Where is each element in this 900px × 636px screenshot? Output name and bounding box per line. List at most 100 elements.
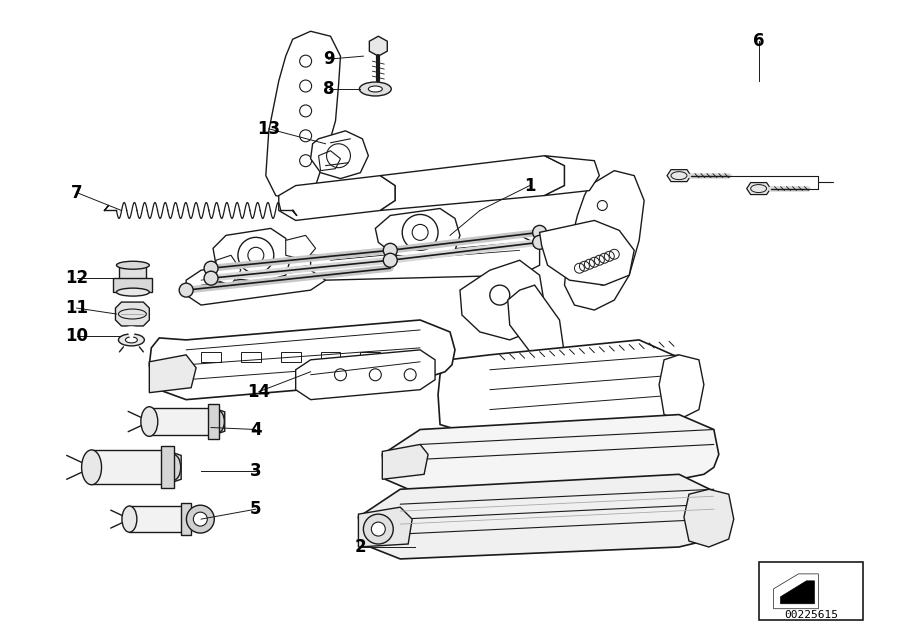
Circle shape	[412, 225, 428, 240]
Circle shape	[300, 55, 311, 67]
Polygon shape	[216, 255, 241, 285]
Circle shape	[533, 225, 546, 239]
Circle shape	[238, 237, 274, 273]
Ellipse shape	[368, 86, 382, 92]
Polygon shape	[149, 408, 212, 436]
Ellipse shape	[141, 407, 158, 436]
Polygon shape	[208, 404, 219, 439]
Bar	[360, 352, 381, 362]
Circle shape	[335, 369, 346, 381]
Circle shape	[372, 522, 385, 536]
Circle shape	[404, 369, 416, 381]
Circle shape	[204, 261, 218, 275]
Polygon shape	[564, 170, 644, 310]
Polygon shape	[213, 228, 291, 282]
Polygon shape	[382, 445, 428, 480]
Ellipse shape	[82, 450, 102, 485]
Polygon shape	[381, 156, 564, 211]
Polygon shape	[460, 260, 544, 340]
Circle shape	[598, 200, 608, 211]
Circle shape	[533, 235, 546, 249]
Text: 00225615: 00225615	[784, 610, 838, 619]
Circle shape	[300, 130, 311, 142]
Circle shape	[598, 275, 608, 285]
Polygon shape	[212, 408, 225, 436]
Polygon shape	[182, 503, 191, 535]
Ellipse shape	[116, 261, 149, 269]
Polygon shape	[185, 506, 196, 532]
Polygon shape	[285, 235, 316, 260]
Polygon shape	[279, 176, 395, 221]
Circle shape	[383, 253, 397, 267]
Circle shape	[383, 244, 397, 258]
Polygon shape	[438, 340, 689, 439]
Ellipse shape	[119, 334, 144, 346]
Circle shape	[248, 247, 264, 263]
Bar	[759, 562, 863, 619]
Ellipse shape	[125, 337, 138, 343]
Circle shape	[300, 105, 311, 117]
Circle shape	[369, 369, 382, 381]
Circle shape	[364, 514, 393, 544]
Text: 5: 5	[250, 500, 262, 518]
Polygon shape	[166, 450, 181, 484]
Polygon shape	[161, 446, 175, 488]
Circle shape	[300, 80, 311, 92]
Circle shape	[186, 505, 214, 533]
Polygon shape	[266, 31, 340, 200]
Text: 8: 8	[323, 80, 334, 98]
Circle shape	[490, 285, 509, 305]
Polygon shape	[544, 156, 599, 195]
Text: 11: 11	[65, 299, 88, 317]
Text: 4: 4	[250, 420, 262, 438]
Polygon shape	[115, 302, 149, 326]
Ellipse shape	[184, 509, 196, 529]
Text: 2: 2	[355, 538, 366, 556]
Bar	[281, 352, 301, 362]
Polygon shape	[540, 221, 634, 285]
Text: 12: 12	[65, 269, 88, 287]
Circle shape	[300, 155, 311, 167]
Circle shape	[194, 512, 207, 526]
Polygon shape	[92, 450, 166, 484]
Text: 6: 6	[753, 32, 764, 50]
Text: 7: 7	[71, 184, 83, 202]
Circle shape	[517, 302, 533, 318]
Ellipse shape	[166, 454, 181, 480]
Ellipse shape	[122, 506, 137, 532]
Text: 14: 14	[248, 383, 270, 401]
Polygon shape	[774, 574, 818, 609]
Circle shape	[598, 225, 608, 235]
Polygon shape	[149, 355, 196, 392]
Polygon shape	[130, 506, 185, 532]
Text: 13: 13	[257, 120, 281, 138]
Text: 10: 10	[65, 327, 88, 345]
Polygon shape	[382, 415, 719, 494]
Text: 3: 3	[250, 462, 262, 480]
Polygon shape	[358, 474, 719, 559]
Polygon shape	[375, 209, 460, 258]
Ellipse shape	[212, 411, 224, 432]
Polygon shape	[120, 265, 147, 280]
Polygon shape	[684, 489, 734, 547]
Polygon shape	[296, 350, 435, 399]
Polygon shape	[747, 183, 770, 195]
Polygon shape	[113, 278, 152, 292]
Bar	[320, 352, 340, 362]
Polygon shape	[310, 131, 368, 179]
Circle shape	[402, 214, 438, 251]
Circle shape	[598, 251, 608, 260]
Polygon shape	[780, 581, 814, 604]
Polygon shape	[667, 170, 691, 182]
Polygon shape	[186, 255, 326, 305]
Text: 1: 1	[524, 177, 536, 195]
Ellipse shape	[116, 288, 149, 296]
Text: 9: 9	[323, 50, 334, 68]
Circle shape	[179, 283, 194, 297]
Polygon shape	[659, 355, 704, 420]
Bar	[241, 352, 261, 362]
Polygon shape	[358, 507, 412, 547]
Polygon shape	[310, 235, 540, 280]
Ellipse shape	[359, 82, 392, 96]
Polygon shape	[149, 320, 455, 399]
